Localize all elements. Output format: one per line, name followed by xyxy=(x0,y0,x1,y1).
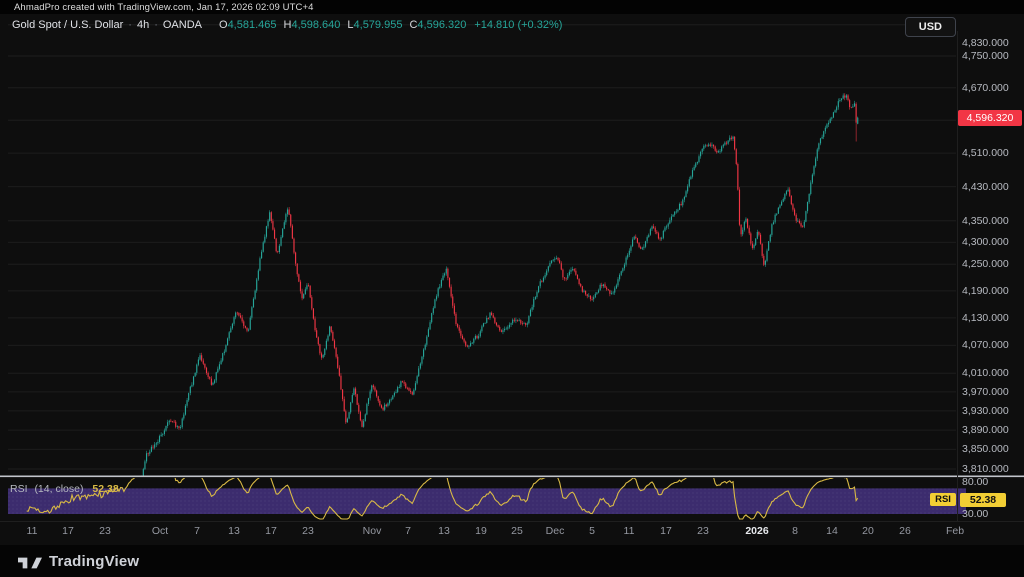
attribution-text: AhmadPro created with TradingView.com, J… xyxy=(0,2,313,13)
chart-canvas[interactable] xyxy=(0,0,1024,577)
ohlc-key: C xyxy=(409,19,417,31)
pane-separator[interactable] xyxy=(0,476,1024,478)
price-tick-label: 3,890.000 xyxy=(962,424,1009,436)
time-tick-label: Nov xyxy=(363,525,382,537)
ohlc-key: O xyxy=(219,19,228,31)
tradingview-chart-window: AhmadPro created with TradingView.com, J… xyxy=(0,0,1024,577)
time-tick-label: 5 xyxy=(589,525,595,537)
time-tick-label: 26 xyxy=(899,525,911,537)
time-tick-label: 13 xyxy=(228,525,240,537)
time-tick-label: 11 xyxy=(624,525,635,537)
time-tick-label: 7 xyxy=(194,525,200,537)
price-tick-label: 4,130.000 xyxy=(962,312,1009,324)
rsi-name[interactable]: RSI xyxy=(10,483,28,495)
timeframe-label[interactable]: 4h xyxy=(137,19,149,31)
price-tick-label: 4,750.000 xyxy=(962,50,1009,62)
price-tick-label: 4,250.000 xyxy=(962,258,1009,270)
time-tick-label: 7 xyxy=(405,525,411,537)
price-tick-label: 4,510.000 xyxy=(962,147,1009,159)
symbol-legend: Gold Spot / U.S. Dollar · 4h · OANDA O4,… xyxy=(12,19,562,31)
tradingview-logo-icon xyxy=(18,553,42,569)
price-axis-border xyxy=(957,31,958,521)
tradingview-logo-text: TradingView xyxy=(49,553,139,570)
rsi-current-value: 52.38 xyxy=(92,483,118,495)
price-tick-label: 4,430.000 xyxy=(962,181,1009,193)
currency-toggle-button[interactable]: USD xyxy=(905,17,956,37)
time-tick-label: 17 xyxy=(265,525,277,537)
time-tick-label: 23 xyxy=(697,525,709,537)
time-tick-label: 17 xyxy=(660,525,672,537)
rsi-legend: RSI (14, close) 52.38 xyxy=(10,483,119,495)
price-gridlines xyxy=(8,25,956,469)
price-tick-label: 3,850.000 xyxy=(962,443,1009,455)
price-tick-label: 4,350.000 xyxy=(962,215,1009,227)
time-tick-label: Dec xyxy=(546,525,565,537)
ohlc-key: H xyxy=(284,19,292,31)
ohlc-value: 4,579.955 xyxy=(354,19,403,31)
price-tick-label: 3,810.000 xyxy=(962,463,1009,475)
price-tick-label: 4,190.000 xyxy=(962,285,1009,297)
time-tick-label: 23 xyxy=(99,525,111,537)
legend-separator: · xyxy=(128,19,132,31)
rsi-tick-label: 30.00 xyxy=(962,508,988,520)
change-value: +14.810 (+0.32%) xyxy=(474,19,562,31)
price-tick-label: 3,930.000 xyxy=(962,405,1009,417)
time-tick-label: 2026 xyxy=(745,525,768,537)
rsi-value-label: 52.38 xyxy=(960,493,1006,507)
time-tick-label: 8 xyxy=(792,525,798,537)
exchange-label: OANDA xyxy=(163,19,202,31)
price-tick-label: 3,970.000 xyxy=(962,386,1009,398)
legend-separator: · xyxy=(154,19,158,31)
time-axis-border xyxy=(0,521,1024,522)
time-tick-label: Oct xyxy=(152,525,168,537)
time-tick-label: 20 xyxy=(862,525,874,537)
price-tick-label: 4,010.000 xyxy=(962,367,1009,379)
rsi-tick-label: 80.00 xyxy=(962,476,988,488)
price-tick-label: 4,830.000 xyxy=(962,37,1009,49)
rsi-indicator-pane[interactable] xyxy=(8,471,966,519)
time-tick-label: 14 xyxy=(826,525,838,537)
time-tick-label: 17 xyxy=(62,525,74,537)
rsi-params: (14, close) xyxy=(34,483,83,495)
price-tick-label: 4,300.000 xyxy=(962,236,1009,248)
ohlc-value: 4,596.320 xyxy=(417,19,466,31)
time-tick-label: 19 xyxy=(475,525,487,537)
price-tick-label: 4,670.000 xyxy=(962,82,1009,94)
ohlc-value: 4,581.465 xyxy=(228,19,277,31)
attribution-bar: AhmadPro created with TradingView.com, J… xyxy=(0,0,1024,14)
time-tick-label: Feb xyxy=(946,525,964,537)
rsi-scale-chip: RSI xyxy=(930,493,956,506)
ohlc-values: O4,581.465H4,598.640L4,579.955C4,596.320 xyxy=(212,19,466,31)
footer-bar: TradingView xyxy=(0,545,1024,577)
time-tick-label: 23 xyxy=(302,525,314,537)
time-tick-label: 11 xyxy=(27,525,38,537)
price-tick-label: 4,070.000 xyxy=(962,339,1009,351)
tradingview-logo[interactable]: TradingView xyxy=(18,553,139,570)
time-tick-label: 25 xyxy=(511,525,523,537)
rsi-band-texture xyxy=(8,488,966,514)
ohlc-value: 4,598.640 xyxy=(291,19,340,31)
last-price-label: 4,596.320 xyxy=(958,110,1022,126)
symbol-name[interactable]: Gold Spot / U.S. Dollar xyxy=(12,19,123,31)
time-tick-label: 13 xyxy=(438,525,450,537)
